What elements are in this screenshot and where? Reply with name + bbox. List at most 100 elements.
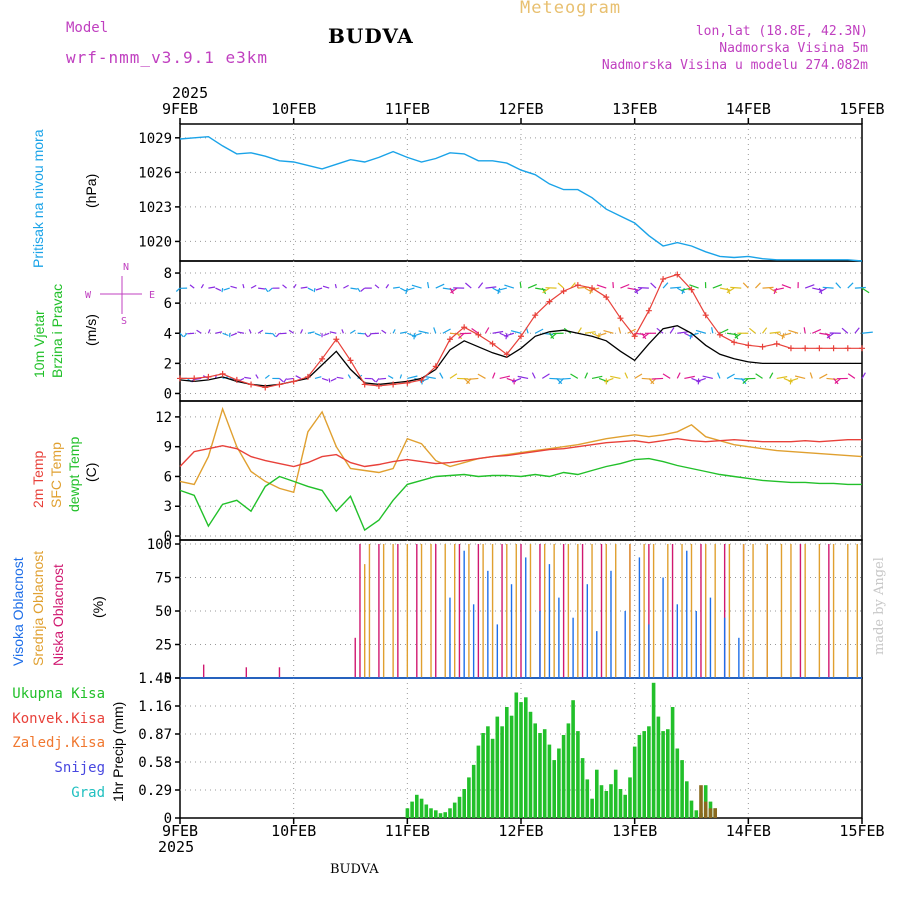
wind-arrow bbox=[439, 372, 444, 379]
precip-bar bbox=[685, 781, 689, 818]
precip-bar bbox=[438, 813, 443, 818]
wind-arrow bbox=[183, 332, 188, 338]
wind-arrow bbox=[329, 331, 337, 334]
wind-gust-marker bbox=[518, 333, 524, 340]
wind-arrow bbox=[604, 377, 614, 383]
x-tick-top: 11FEB bbox=[385, 100, 430, 118]
x-tick-bottom: 12FEB bbox=[498, 822, 543, 840]
conv-precip-bar bbox=[713, 808, 717, 818]
x-tick-top: 10FEB bbox=[271, 100, 316, 118]
precip-bar bbox=[609, 784, 613, 818]
wind-arrow bbox=[477, 282, 484, 289]
y-tick-label: 0 bbox=[164, 529, 172, 545]
wind-gust-marker bbox=[333, 336, 340, 343]
wind-gust-marker bbox=[688, 286, 695, 293]
wind-arrow bbox=[275, 332, 280, 338]
wind-arrow bbox=[596, 284, 607, 289]
wind-arrow bbox=[496, 287, 507, 292]
wind-arrow bbox=[726, 287, 735, 294]
wind-arrow bbox=[549, 377, 561, 380]
wind-arrow bbox=[742, 282, 749, 289]
wind-arrow bbox=[271, 332, 277, 338]
precip-bar bbox=[481, 733, 485, 818]
wind-arrow bbox=[570, 373, 579, 379]
wind-arrow bbox=[407, 375, 418, 380]
pressure-line bbox=[179, 135, 863, 262]
wind-arrow bbox=[504, 332, 515, 337]
wind-arrow bbox=[847, 373, 856, 379]
precip-bar bbox=[637, 735, 642, 818]
precip-bar bbox=[495, 716, 500, 818]
wind-gust-marker bbox=[603, 294, 610, 301]
wind-arrow bbox=[230, 332, 238, 337]
wind-arrow bbox=[591, 375, 603, 380]
wind-arrow bbox=[769, 372, 774, 379]
wind-arrow bbox=[200, 284, 205, 289]
precip-bar bbox=[519, 702, 523, 818]
wind-arrow bbox=[465, 282, 472, 289]
location-title: BUDVA bbox=[328, 24, 414, 48]
wind-arrow bbox=[717, 372, 721, 379]
wind-arrow bbox=[360, 287, 366, 292]
wind-arrow bbox=[627, 287, 639, 291]
wind-arrow bbox=[726, 373, 735, 379]
wind-gust-marker bbox=[475, 331, 482, 338]
y-tick-label: 2 bbox=[164, 356, 172, 372]
conv-precip-bar bbox=[699, 785, 703, 818]
precip-bar bbox=[415, 794, 419, 818]
wind-arrow bbox=[826, 377, 838, 381]
wind-arrow bbox=[314, 332, 321, 337]
wind-arrow bbox=[207, 329, 211, 334]
x-tick-top: 15FEB bbox=[839, 100, 884, 118]
wind-arrow bbox=[179, 332, 184, 338]
wind-arrow bbox=[497, 287, 501, 295]
year-bottom: 2025 bbox=[158, 838, 195, 856]
wind-arrow bbox=[670, 286, 682, 289]
wind-arrow bbox=[336, 376, 344, 380]
y-tick-label: 0 bbox=[164, 671, 172, 687]
wind-arrow bbox=[819, 332, 830, 336]
precip-bar bbox=[580, 758, 585, 818]
wind-gust-marker bbox=[461, 324, 468, 331]
wind-gust-marker bbox=[375, 382, 382, 389]
wind-arrow bbox=[412, 332, 422, 337]
wind-arrow bbox=[371, 377, 376, 383]
wind-arrow bbox=[826, 332, 834, 339]
wind-arrow bbox=[794, 375, 806, 380]
wind-arrow bbox=[517, 375, 529, 380]
wind-dir-n: N bbox=[123, 262, 129, 273]
wind-arrow bbox=[393, 286, 400, 289]
wind-arrow bbox=[719, 287, 731, 291]
wind-arrow bbox=[343, 284, 349, 289]
wind-arrow bbox=[822, 286, 834, 289]
wind-arrow bbox=[534, 328, 544, 334]
wind-arrow bbox=[300, 286, 308, 289]
wind-arrow bbox=[194, 377, 202, 380]
precip-bar bbox=[623, 794, 627, 818]
model-elevation-label: Nadmorska Visina u modelu 274.082m bbox=[601, 58, 868, 73]
wind-arrow bbox=[321, 377, 329, 381]
precip-bar bbox=[604, 791, 609, 818]
precip-bar bbox=[405, 808, 410, 818]
precip-bar bbox=[689, 800, 694, 818]
dewpt-temp-line bbox=[179, 457, 862, 532]
wind-gust-marker bbox=[660, 276, 667, 283]
wind-arrow bbox=[618, 327, 622, 334]
precip-bar bbox=[632, 746, 637, 818]
year-top: 2025 bbox=[172, 84, 209, 102]
wind-arrow bbox=[258, 287, 266, 290]
wind-arrow bbox=[222, 332, 229, 337]
precip-bar bbox=[443, 812, 447, 818]
temp2m-line bbox=[179, 437, 862, 468]
wind-gust-marker bbox=[503, 351, 510, 358]
wind-gust-marker bbox=[418, 376, 425, 383]
wind-arrow bbox=[556, 377, 563, 385]
wind-arrow bbox=[196, 329, 202, 334]
wind-arrow bbox=[175, 287, 181, 292]
wind-arrow bbox=[375, 378, 380, 383]
precip-bar bbox=[576, 731, 580, 818]
wind-arrow bbox=[215, 331, 223, 334]
precip-bar bbox=[651, 682, 656, 818]
wind-arrow bbox=[734, 377, 746, 380]
wind-arrow bbox=[834, 377, 842, 384]
